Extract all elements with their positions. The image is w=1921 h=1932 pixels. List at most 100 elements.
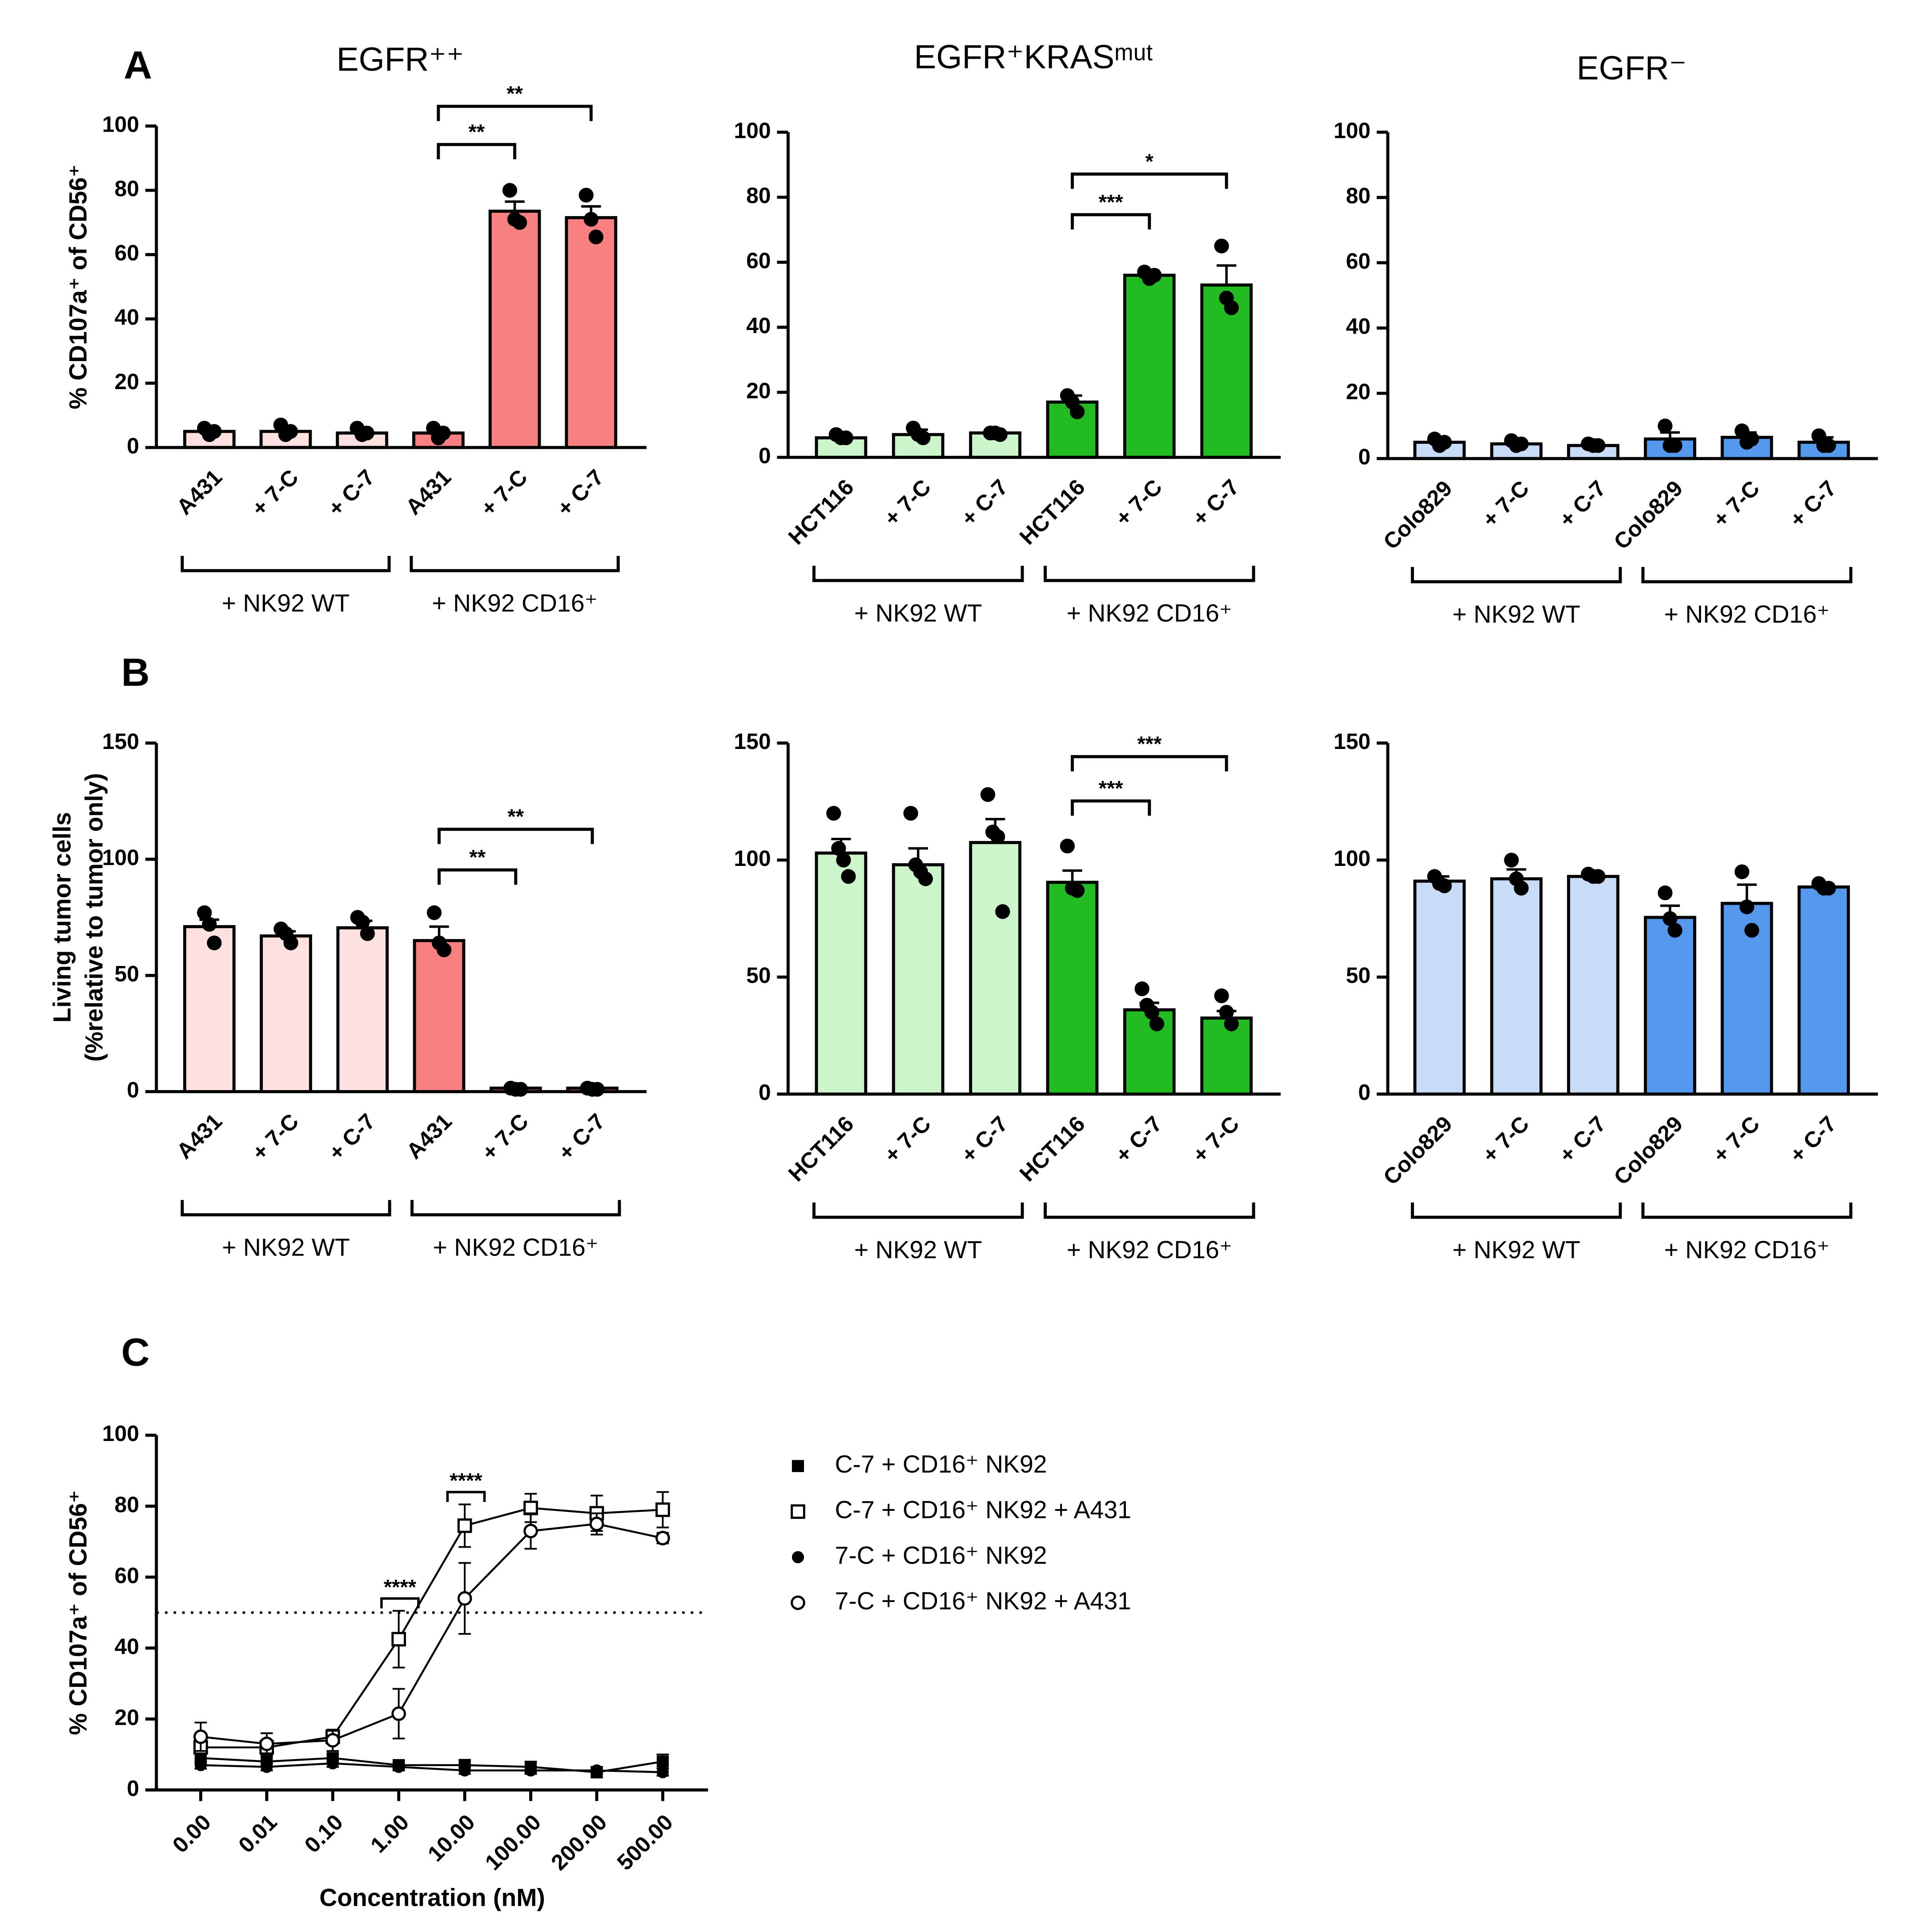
legend-item: 7-C + CD16⁺ NK92 — [792, 1542, 1047, 1569]
x-axis-label: Concentration (nM) — [319, 1884, 545, 1912]
y-tick-label: 40 — [114, 305, 139, 330]
group-bracket — [181, 1200, 391, 1216]
group-bracket — [181, 555, 391, 572]
bar — [1200, 283, 1253, 459]
x-tick-label: 0.10 — [300, 1810, 348, 1858]
data-point — [1214, 988, 1229, 1003]
data-point — [523, 1501, 538, 1515]
x-tick-label: HCT116 — [784, 475, 859, 550]
x-tick-label: + C-7 — [1110, 1111, 1167, 1167]
legend-label: C-7 + CD16⁺ NK92 + A431 — [835, 1496, 1131, 1523]
data-point — [193, 1729, 208, 1744]
x-tick-label: 100.00 — [480, 1810, 546, 1875]
data-point — [583, 212, 599, 227]
x-tick-label: + C-7 — [1188, 475, 1244, 531]
significance-bracket — [380, 1597, 420, 1609]
data-point — [1663, 911, 1678, 926]
legend-label: C-7 + CD16⁺ NK92 — [835, 1450, 1047, 1478]
data-point — [1668, 923, 1683, 938]
y-axis-label: % CD107a⁺ of CD56⁺ — [64, 1490, 92, 1735]
panel-label: A — [124, 43, 152, 87]
x-tick-label: + 7-C — [1708, 1111, 1764, 1167]
x-tick-label: + C-7 — [956, 1111, 1013, 1167]
y-tick-label: 0 — [1358, 1080, 1370, 1105]
data-point — [1591, 869, 1606, 884]
x-tick-label: 0.01 — [233, 1810, 281, 1858]
y-tick-label: 50 — [746, 963, 771, 988]
data-point — [207, 935, 222, 950]
x-tick-label: HCT116 — [1015, 475, 1090, 550]
chart-title: EGFR⁺⁺ — [337, 40, 464, 78]
data-point — [903, 806, 918, 821]
y-tick-label: 150 — [1334, 729, 1370, 754]
x-tick-label: 0.00 — [168, 1810, 216, 1858]
bar — [1413, 879, 1466, 1096]
legend-marker — [792, 1460, 804, 1472]
chart-title: EGFR⁻ — [1577, 49, 1687, 87]
legend-label: 7-C + CD16⁺ NK92 + A431 — [835, 1587, 1131, 1614]
y-tick-label: 20 — [114, 369, 139, 394]
x-tick-label: + C-7 — [1785, 1111, 1841, 1167]
x-tick-label: A431 — [172, 465, 227, 520]
significance-label: **** — [450, 1469, 482, 1492]
y-tick-label: 50 — [114, 961, 139, 986]
data-point — [916, 430, 931, 446]
y-tick-label: 100 — [734, 846, 771, 871]
data-point — [426, 905, 442, 920]
data-point — [1591, 438, 1606, 453]
legend-marker — [791, 1504, 805, 1519]
bar — [892, 863, 944, 1096]
x-tick-label: Colo829 — [1378, 1111, 1457, 1190]
data-point — [1744, 431, 1760, 447]
data-point — [1657, 419, 1673, 434]
x-tick-label: + 7-C — [476, 465, 532, 521]
y-tick-label: 80 — [1346, 183, 1370, 208]
data-point — [325, 1733, 340, 1748]
y-tick-label: 0 — [127, 1078, 139, 1103]
y-tick-label: 40 — [1346, 314, 1370, 339]
data-point — [391, 1632, 406, 1646]
y-tick-label: 100 — [102, 1421, 139, 1446]
bar — [815, 851, 868, 1096]
x-tick-label: A431 — [402, 1109, 457, 1164]
group-label: + NK92 WT — [222, 1234, 350, 1261]
data-point — [980, 787, 996, 802]
legend-marker — [791, 1595, 805, 1610]
data-point — [1514, 436, 1529, 451]
legend-label: 7-C + CD16⁺ NK92 — [835, 1542, 1047, 1569]
group-bracket — [1411, 1202, 1622, 1219]
data-point — [457, 1518, 472, 1533]
significance-bracket — [446, 1491, 486, 1502]
data-point — [1739, 899, 1755, 914]
group-label: + NK92 WT — [854, 599, 982, 627]
group-label: + NK92 WT — [1452, 600, 1580, 628]
data-point — [513, 1082, 528, 1097]
x-tick-label: 1.00 — [366, 1810, 414, 1858]
y-tick-label: 40 — [746, 313, 771, 338]
x-tick-label: + 7-C — [247, 1109, 304, 1165]
x-tick-label: 10.00 — [423, 1810, 480, 1867]
significance-label: *** — [1099, 190, 1124, 213]
significance-label: **** — [384, 1575, 417, 1598]
significance-bracket — [1070, 172, 1228, 189]
series-line — [201, 1762, 663, 1773]
bar — [1644, 916, 1696, 1096]
data-point — [1821, 881, 1836, 896]
group-label: + NK92 CD16⁺ — [1067, 599, 1232, 627]
bar — [183, 925, 236, 1093]
bar — [1123, 1008, 1176, 1096]
data-point — [436, 426, 451, 441]
data-point — [524, 1764, 537, 1777]
data-point — [591, 1764, 603, 1777]
bar — [488, 209, 541, 449]
x-tick-label: + C-7 — [956, 475, 1013, 531]
bar — [565, 216, 618, 449]
x-tick-label: + 7-C — [1478, 1111, 1534, 1167]
x-tick-label: + 7-C — [879, 475, 936, 531]
chart-title: EGFR⁺KRASᵐᵘᵗ — [914, 38, 1153, 76]
y-tick-label: 100 — [102, 845, 139, 870]
y-tick-label: 0 — [759, 443, 771, 468]
x-tick-label: + 7-C — [247, 465, 303, 521]
y-tick-label: 100 — [1334, 846, 1370, 871]
